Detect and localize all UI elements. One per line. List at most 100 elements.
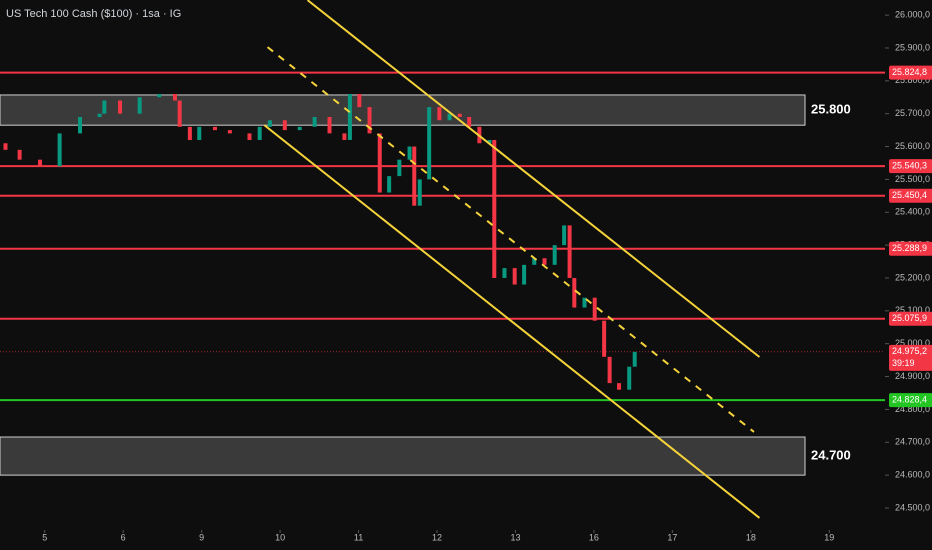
candle-body [97,113,102,117]
y-tick-label: 25.800,0 [895,75,930,85]
candle-body [427,107,432,180]
candle-body [487,139,492,144]
candle-body [212,126,217,131]
candle-body [172,93,177,101]
candle-body [3,143,8,150]
level-label: 25.288,9 [892,243,927,253]
candle-body [572,277,577,308]
candle-body [407,146,412,160]
y-tick-label: 25.400,0 [895,207,930,217]
last-price-label: 24.975,2 [892,346,927,356]
candle-body [57,133,62,167]
level-tag [889,65,932,80]
level-label: 25.824,8 [892,67,927,77]
level-label: 24.828,4 [892,394,927,404]
y-tick-label: 26.000,0 [895,9,930,19]
level-label: 25.450,4 [892,190,927,200]
candle-body [512,268,517,285]
candle-body [312,116,317,127]
candle-body [552,245,557,265]
candle-body [118,100,123,114]
level-tag [889,159,932,174]
level-tag [889,188,932,203]
candle-body [632,351,637,367]
channel-line [266,46,755,433]
candle-body [447,113,452,121]
candle-body [522,264,527,285]
last-price-tag [889,344,932,371]
zone-label: 25.800 [811,102,851,117]
candle-body [377,133,382,193]
zone [0,436,806,476]
candle-body [397,159,402,177]
candle-body [17,149,22,160]
x-tick-label: 16 [589,532,599,542]
x-tick-label: 19 [824,532,834,542]
chart-title: US Tech 100 Cash ($100) · 1sa · IG [6,8,181,20]
level-tag [889,311,932,326]
candle-body [492,139,497,278]
candle-body [417,179,422,206]
candle-body [137,97,142,114]
level-label: 25.540,3 [892,161,927,171]
candle-body [457,113,462,117]
channel-line [306,0,761,358]
y-tick-label: 25.000,0 [895,338,930,348]
candle-body [78,116,83,134]
candle-body [102,100,107,114]
x-tick-label: 9 [199,532,204,542]
candle-body [627,366,632,390]
y-tick-label: 25.700,0 [895,108,930,118]
candle-body [247,133,252,140]
x-tick-label: 5 [42,532,47,542]
candle-body [542,258,547,265]
candle-body [437,107,442,121]
candle-body [38,159,43,167]
candle-body [582,297,587,308]
y-tick-label: 25.600,0 [895,141,930,151]
candle-body [347,93,352,140]
candle-body [267,120,272,127]
y-tick-label: 25.900,0 [895,42,930,52]
candle-body [357,93,362,108]
x-tick-label: 6 [121,532,126,542]
candle-body [617,383,622,390]
candle-body [297,126,302,131]
channel-line [263,124,761,519]
candle-body [502,268,507,278]
zone-label: 24.700 [811,448,851,463]
y-tick-label: 24.700,0 [895,437,930,447]
candle-body [567,225,572,278]
candle-body [177,100,182,127]
candle-body [227,130,232,134]
candle-body [367,107,372,134]
level-tag [889,241,932,256]
y-tick-label: 24.900,0 [895,371,930,381]
candle-body [327,116,332,134]
candle-body [592,297,597,321]
candle-body [602,320,607,357]
x-tick-label: 12 [432,532,442,542]
zone [0,94,806,126]
candle-body [607,356,612,384]
candle-body [257,126,262,140]
candle-body [157,93,162,98]
level-label: 25.075,9 [892,313,927,323]
x-tick-label: 17 [667,532,677,542]
y-tick-label: 25.500,0 [895,174,930,184]
candle-body [532,258,537,265]
candle-body [562,225,567,246]
x-tick-label: 11 [354,532,363,542]
x-tick-label: 13 [510,532,520,542]
y-tick-label: 25.100,0 [895,305,930,315]
candle-body [412,146,417,206]
level-tag [889,393,932,408]
x-tick-label: 10 [275,532,285,542]
candle-body [282,120,287,131]
candle-body [187,126,192,140]
y-tick-label: 24.600,0 [895,470,930,480]
y-tick-label: 24.500,0 [895,502,930,512]
countdown: 39:19 [892,358,915,368]
candle-body [197,126,202,140]
